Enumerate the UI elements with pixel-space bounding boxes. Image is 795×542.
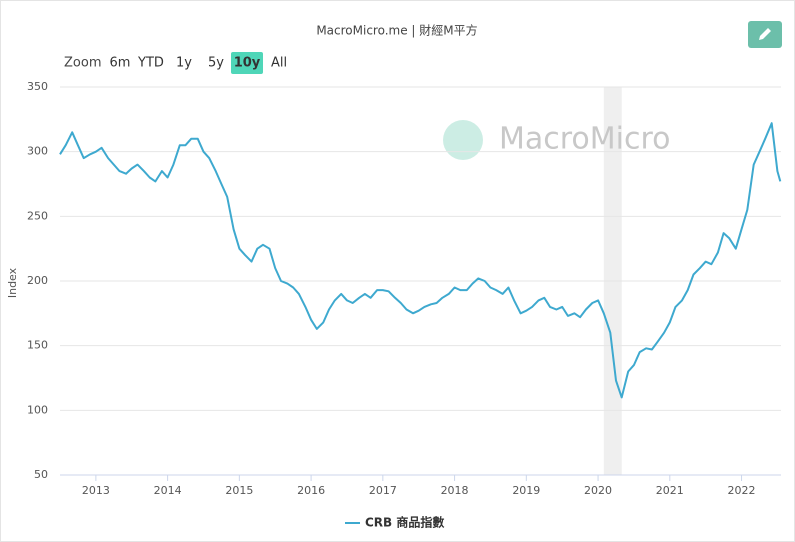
range-button[interactable]: YTD <box>137 56 164 71</box>
x-tick-label: 2013 <box>82 484 110 497</box>
range-button[interactable]: 6m <box>110 56 131 71</box>
chart-title: MacroMicro.me | 財經M平方 <box>316 23 477 38</box>
watermark: MacroMicro <box>499 122 671 157</box>
range-button[interactable]: 1y <box>176 56 192 71</box>
series-line <box>59 122 782 399</box>
x-tick-label: 2019 <box>512 484 540 497</box>
x-tick-label: 2014 <box>154 484 182 497</box>
y-axis-title: Index <box>6 267 19 298</box>
y-tick-label: 350 <box>27 80 48 93</box>
edit-button[interactable] <box>748 21 782 48</box>
range-button[interactable]: 5y <box>208 56 224 71</box>
x-tick-label: 2015 <box>225 484 253 497</box>
y-tick-label: 100 <box>27 403 48 416</box>
range-button[interactable]: All <box>271 56 287 71</box>
y-tick-label: 150 <box>27 339 48 352</box>
x-tick-label: 2022 <box>728 484 756 497</box>
x-tick-label: 2018 <box>441 484 469 497</box>
legend-label: CRB 商品指數 <box>365 515 444 530</box>
y-tick-label: 300 <box>27 145 48 158</box>
x-tick-label: 2016 <box>297 484 325 497</box>
y-tick-label: 250 <box>27 209 48 222</box>
zoom-label: Zoom <box>64 56 101 71</box>
x-tick-label: 2017 <box>369 484 397 497</box>
x-tick-label: 2020 <box>584 484 612 497</box>
range-button[interactable]: 10y <box>234 56 261 71</box>
y-tick-label: 200 <box>27 274 48 287</box>
x-tick-label: 2021 <box>656 484 684 497</box>
y-tick-label: 50 <box>34 468 48 481</box>
range-button-bg <box>231 52 263 74</box>
watermark-logo <box>443 120 483 160</box>
